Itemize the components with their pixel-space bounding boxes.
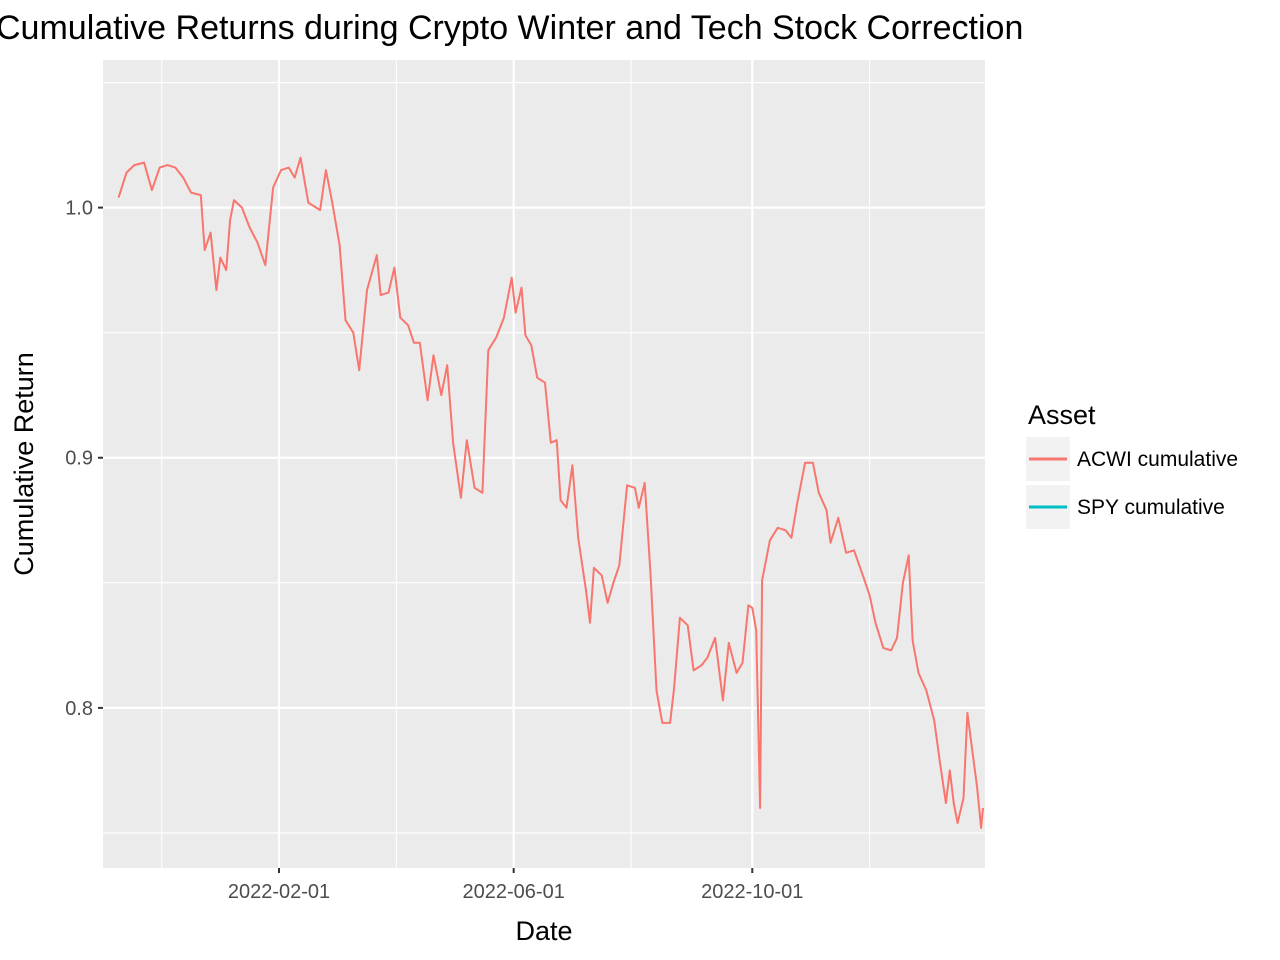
series-lines — [117, 156, 984, 829]
x-axis-title: Date — [515, 916, 572, 946]
series-line-acwi — [117, 156, 984, 829]
legend-item-acwi: ACWI cumulative — [1026, 437, 1238, 481]
x-axis: 2022-02-01 2022-06-01 2022-10-01 — [228, 868, 803, 903]
chart-title: Cumulative Returns during Crypto Winter … — [0, 9, 1023, 47]
x-tick-label: 2022-06-01 — [463, 881, 565, 903]
legend-label: SPY cumulative — [1077, 496, 1225, 519]
y-tick-label: 1.0 — [65, 198, 93, 220]
y-axis-title: Cumulative Return — [9, 352, 39, 576]
y-tick-label: 0.9 — [65, 448, 93, 470]
legend: Asset ACWI cumulative SPY cumulative — [1026, 400, 1238, 529]
y-axis: 0.8 0.9 1.0 — [65, 198, 103, 720]
legend-title: Asset — [1028, 400, 1096, 430]
y-tick-label: 0.8 — [65, 698, 93, 720]
x-tick-label: 2022-02-01 — [228, 881, 330, 903]
major-gridlines — [103, 60, 985, 868]
plot-panel — [103, 60, 985, 868]
minor-gridlines — [103, 60, 985, 868]
legend-item-spy: SPY cumulative — [1026, 485, 1225, 529]
legend-items: ACWI cumulative SPY cumulative — [1026, 437, 1238, 529]
legend-label: ACWI cumulative — [1077, 448, 1238, 471]
x-tick-label: 2022-10-01 — [701, 881, 803, 903]
